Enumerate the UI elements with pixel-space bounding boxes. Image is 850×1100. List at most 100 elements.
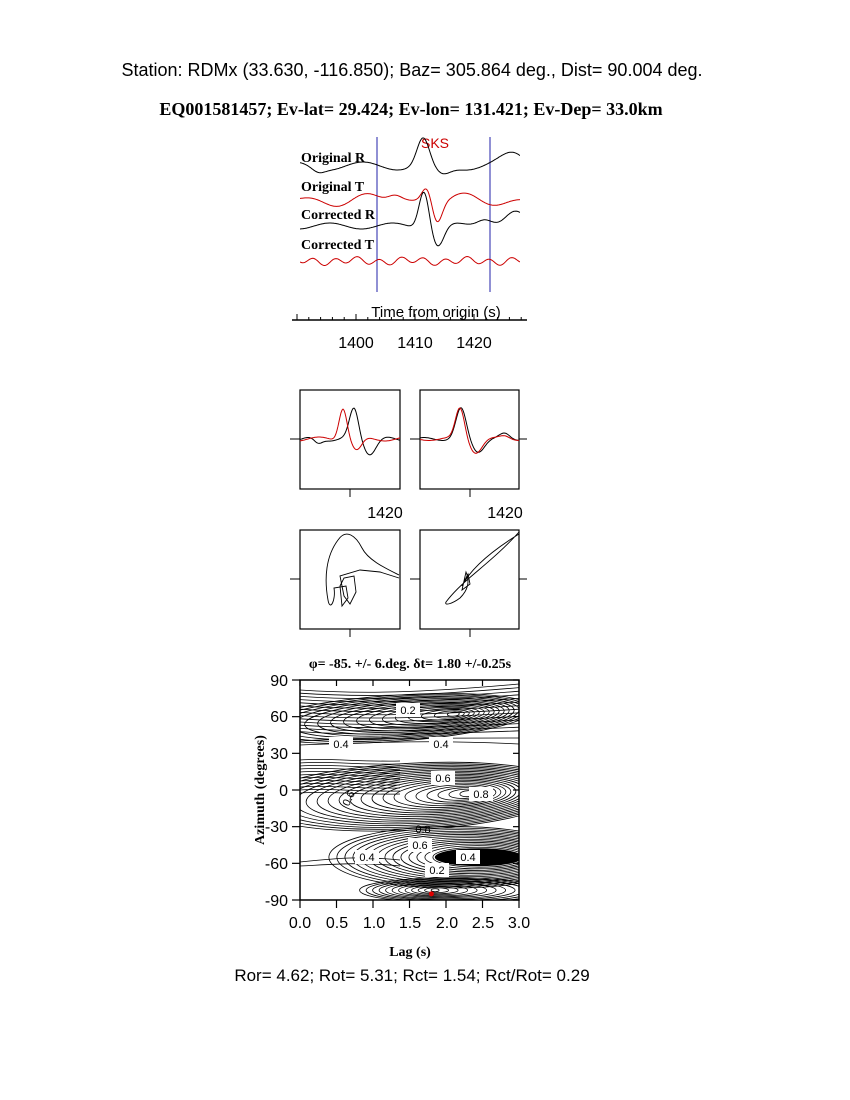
time-tick-1400: 1400 bbox=[338, 335, 374, 352]
contour-line bbox=[300, 698, 519, 706]
contour-line bbox=[300, 774, 401, 777]
contour-line bbox=[300, 777, 401, 780]
label-bg bbox=[425, 863, 449, 877]
contour-line bbox=[300, 761, 519, 832]
contour-label: 0.4 bbox=[359, 852, 374, 864]
contour-line bbox=[300, 687, 519, 696]
trace-label-corrected-t: Corrected T bbox=[301, 238, 375, 253]
contour-line bbox=[300, 857, 401, 863]
contour-lines bbox=[300, 683, 519, 900]
contour-line bbox=[385, 881, 507, 900]
ytick-minus-30: -30 bbox=[265, 819, 288, 836]
original-t-trace bbox=[300, 188, 520, 223]
contour-line bbox=[300, 737, 519, 742]
label-bg bbox=[408, 838, 432, 852]
ytick-0: 0 bbox=[279, 783, 288, 800]
contour-line bbox=[300, 705, 519, 712]
label-bg bbox=[329, 737, 353, 751]
contour-title: φ= -85. +/- 6.deg. δt= 1.80 +/-0.25s bbox=[309, 657, 512, 672]
overlay-panel-original-frame bbox=[299, 389, 401, 490]
contour-line bbox=[300, 696, 519, 739]
contour-line bbox=[300, 792, 401, 795]
trace-label-original-t: Original T bbox=[301, 180, 365, 195]
xtick-2-0: 2.0 bbox=[436, 915, 458, 932]
contour-line bbox=[344, 829, 519, 886]
corrected-t-trace bbox=[300, 255, 520, 266]
contour-line bbox=[300, 716, 519, 722]
contour-line bbox=[300, 694, 519, 703]
contour-line bbox=[300, 723, 519, 729]
contour-line bbox=[300, 701, 519, 709]
contour-line bbox=[305, 769, 519, 823]
particle-motion-trace bbox=[325, 533, 400, 608]
fast-component-trace bbox=[300, 407, 400, 456]
label-bg bbox=[429, 737, 453, 751]
contour-line bbox=[300, 694, 519, 742]
particle-motion-original-frame bbox=[299, 529, 401, 630]
contour-line bbox=[365, 878, 519, 900]
contour-line bbox=[300, 789, 401, 792]
contour-ylabel: Azimuth (degrees) bbox=[253, 735, 268, 845]
contour-line bbox=[424, 845, 519, 870]
contour-line bbox=[300, 765, 401, 768]
contour-line bbox=[417, 886, 459, 895]
contour-line bbox=[304, 698, 515, 737]
contour-line bbox=[359, 877, 519, 900]
corrected-r-trace bbox=[300, 191, 520, 247]
contour-label: 0.4 bbox=[460, 852, 475, 864]
contour-line bbox=[395, 706, 480, 724]
contour-line bbox=[300, 726, 519, 732]
trace-label-corrected-r: Corrected R bbox=[301, 208, 376, 223]
contour-label: 0.6 bbox=[435, 773, 450, 785]
contour-line bbox=[433, 710, 465, 719]
xtick-2-5: 2.5 bbox=[472, 915, 494, 932]
contour-line bbox=[300, 708, 519, 716]
event-header: EQ001581457; Ev-lat= 29.424; Ev-lon= 131… bbox=[159, 99, 662, 119]
contour-line bbox=[411, 885, 469, 896]
contour-line bbox=[343, 701, 500, 732]
contour-line bbox=[300, 783, 401, 786]
contour-label: 0.4 bbox=[433, 739, 448, 751]
contour-line bbox=[300, 771, 401, 774]
particle-motion-corrected bbox=[410, 529, 527, 637]
contour-label: 0.8 bbox=[415, 824, 430, 836]
contour-line bbox=[300, 690, 519, 700]
contour-line bbox=[415, 784, 497, 805]
contour-line bbox=[300, 695, 519, 741]
particle-motion-original bbox=[290, 529, 401, 637]
stats-footer: Ror= 4.62; Rot= 5.31; Rct= 1.54; Rct/Rot… bbox=[234, 966, 589, 985]
ytick-minus-60: -60 bbox=[265, 856, 288, 873]
ytick-minus-90: -90 bbox=[265, 893, 288, 910]
contour-label: 0.8 bbox=[473, 789, 488, 801]
contour-line bbox=[391, 882, 497, 899]
phase-label: SKS bbox=[421, 135, 449, 151]
time-tick-1420: 1420 bbox=[456, 335, 492, 352]
contour-line bbox=[300, 730, 519, 735]
contour-line bbox=[300, 768, 401, 771]
slow-component-trace bbox=[300, 408, 400, 451]
contour-line bbox=[300, 767, 519, 825]
overlay-tick-1420: 1420 bbox=[367, 505, 403, 522]
contour-label: 0.2 bbox=[400, 705, 415, 717]
contour-line bbox=[400, 840, 519, 875]
contour-line bbox=[300, 683, 519, 693]
contour-line bbox=[300, 763, 519, 830]
contour-line bbox=[300, 780, 401, 783]
time-tick-1410: 1410 bbox=[397, 335, 433, 352]
label-bg bbox=[431, 771, 455, 785]
label-bg bbox=[396, 703, 420, 717]
overlay-panel-original: 1420 bbox=[290, 389, 403, 522]
contour-plot: φ= -85. +/- 6.deg. δt= 1.80 +/-0.25s 90 … bbox=[253, 657, 530, 960]
label-bg bbox=[355, 850, 379, 864]
ytick-90: 90 bbox=[270, 673, 288, 690]
contour-line bbox=[372, 879, 519, 900]
time-axis-ticks bbox=[296, 314, 522, 320]
contour-xlabel: Lag (s) bbox=[389, 945, 431, 960]
contour-label: 0.2 bbox=[429, 865, 444, 877]
contour-label: 0.6 bbox=[412, 840, 427, 852]
ytick-60: 60 bbox=[270, 709, 288, 726]
contour-line bbox=[408, 842, 519, 873]
label-bg bbox=[456, 850, 480, 864]
xtick-0-0: 0.0 bbox=[289, 915, 311, 932]
best-fit-marker bbox=[428, 891, 434, 897]
